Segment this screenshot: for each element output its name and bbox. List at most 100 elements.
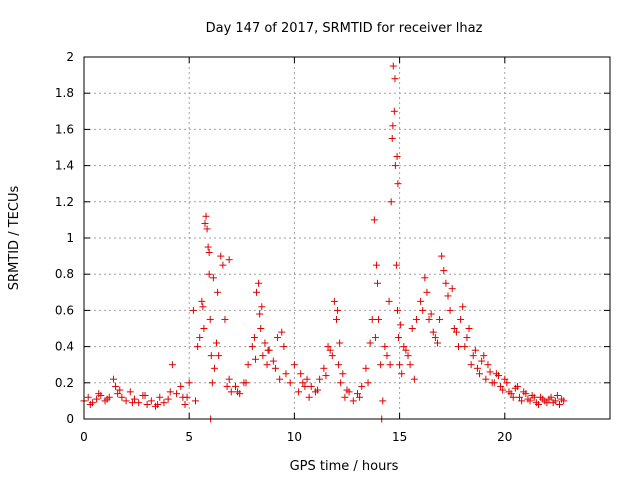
data-point xyxy=(429,328,437,336)
data-point xyxy=(402,346,410,354)
data-point xyxy=(558,395,566,403)
data-point xyxy=(509,393,517,401)
data-point xyxy=(205,248,213,256)
plot-frame xyxy=(83,56,611,420)
data-point xyxy=(484,361,492,369)
y-tick-label: 1.4 xyxy=(55,159,74,173)
data-point xyxy=(168,361,176,369)
data-point xyxy=(130,395,138,403)
data-point xyxy=(385,297,393,305)
data-point xyxy=(444,292,452,300)
data-point xyxy=(362,364,370,372)
data-point xyxy=(86,401,94,409)
data-point xyxy=(400,343,408,351)
data-point xyxy=(95,390,103,398)
data-point xyxy=(259,352,267,360)
data-point xyxy=(223,382,231,390)
data-point xyxy=(364,379,372,387)
data-point xyxy=(290,361,298,369)
data-point xyxy=(501,375,509,383)
data-point xyxy=(549,399,557,407)
x-tick-label: 5 xyxy=(185,430,193,444)
data-point xyxy=(208,379,216,387)
x-tick-label: 0 xyxy=(80,430,88,444)
data-point xyxy=(326,346,334,354)
data-point xyxy=(459,303,467,311)
data-point xyxy=(217,252,225,260)
data-point xyxy=(200,325,208,332)
x-tick-label: 20 xyxy=(497,430,512,444)
data-point xyxy=(213,339,221,347)
data-point xyxy=(330,297,338,305)
data-point xyxy=(204,243,212,251)
data-point xyxy=(160,399,168,407)
data-point xyxy=(244,361,252,369)
data-point xyxy=(116,386,124,394)
data-point xyxy=(480,352,488,360)
data-point xyxy=(387,198,395,206)
data-point xyxy=(231,382,239,390)
data-point xyxy=(431,334,439,342)
chart-title: Day 147 of 2017, SRMTID for receiver lha… xyxy=(206,21,483,36)
data-point xyxy=(257,325,265,332)
data-point xyxy=(271,364,279,372)
data-point xyxy=(396,361,404,369)
data-point xyxy=(301,382,309,390)
x-tick-label: 15 xyxy=(392,430,407,444)
data-point xyxy=(328,352,336,360)
data-point xyxy=(370,216,378,224)
data-point xyxy=(263,361,271,369)
data-point xyxy=(516,393,524,401)
data-point xyxy=(305,393,313,401)
data-point xyxy=(221,315,229,323)
data-point xyxy=(206,315,214,323)
data-point xyxy=(109,375,117,383)
data-point xyxy=(423,288,431,296)
data-point xyxy=(371,334,379,342)
data-point xyxy=(497,382,505,390)
data-point xyxy=(389,122,397,130)
data-point xyxy=(368,315,376,323)
data-point xyxy=(381,343,389,351)
data-point xyxy=(114,390,122,398)
data-point xyxy=(192,397,200,405)
data-point xyxy=(463,334,471,342)
data-point xyxy=(164,395,172,403)
data-point xyxy=(457,315,465,323)
data-point xyxy=(467,361,475,369)
data-point xyxy=(258,303,266,311)
data-point xyxy=(156,393,164,401)
data-point xyxy=(448,285,456,293)
data-point xyxy=(93,395,101,403)
data-point xyxy=(490,379,498,387)
data-point xyxy=(461,343,469,351)
data-point xyxy=(251,355,259,363)
data-point xyxy=(299,379,307,387)
data-point xyxy=(390,107,398,115)
data-point xyxy=(520,388,528,396)
data-point xyxy=(177,382,185,390)
data-point xyxy=(507,390,515,398)
data-point xyxy=(250,334,258,342)
data-point xyxy=(471,346,479,354)
data-point xyxy=(556,401,564,409)
data-point xyxy=(545,395,553,403)
data-point xyxy=(196,334,204,342)
data-point xyxy=(336,339,344,347)
data-point xyxy=(274,334,282,342)
data-point xyxy=(494,372,502,380)
data-point xyxy=(307,382,315,390)
data-point xyxy=(486,368,494,376)
data-point xyxy=(408,325,416,332)
data-point xyxy=(375,315,383,323)
data-point xyxy=(337,379,345,387)
data-point xyxy=(524,395,532,403)
data-point xyxy=(482,375,490,383)
axis-ticks: 00.20.40.60.811.21.41.61.820 5 10 15 20 xyxy=(55,50,610,444)
data-point xyxy=(154,401,162,409)
data-point xyxy=(179,393,187,401)
data-point xyxy=(398,370,406,378)
data-point xyxy=(503,379,511,387)
y-tick-label: 0.2 xyxy=(55,376,74,390)
